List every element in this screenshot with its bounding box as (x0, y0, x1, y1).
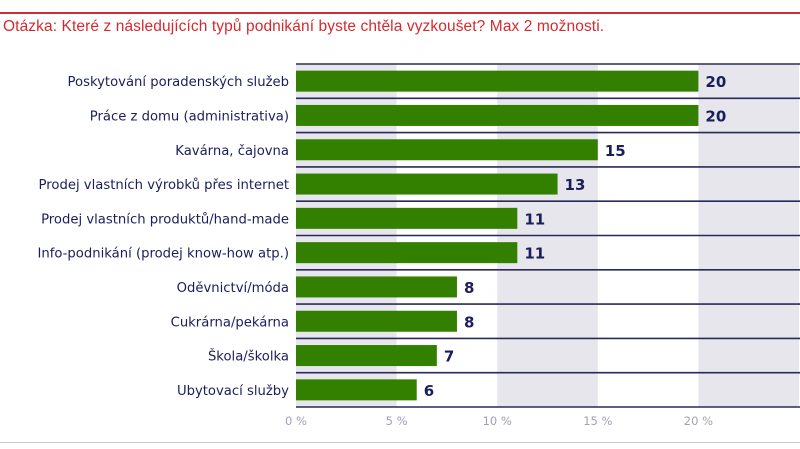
bar (296, 345, 437, 367)
bar (296, 139, 598, 161)
bar (296, 242, 518, 264)
data-label: 13 (565, 176, 586, 194)
footer-rule (0, 442, 800, 443)
data-label: 8 (464, 313, 474, 331)
x-tick-label: 0 % (285, 414, 307, 428)
data-label: 15 (605, 142, 626, 160)
category-label: Ubytovací služby (177, 383, 289, 399)
x-tick-label: 15 % (583, 414, 612, 428)
category-label: Info-podnikání (prodej know-how atp.) (37, 246, 289, 262)
category-label: Poskytování poradenských služeb (68, 74, 289, 90)
category-label: Cukrárna/pekárna (171, 314, 289, 330)
category-label: Práce z domu (administrativa) (90, 108, 289, 124)
category-label: Oděvnictví/móda (177, 280, 289, 296)
bar (296, 276, 457, 298)
bar (296, 379, 417, 401)
header-rule (0, 12, 800, 14)
data-label: 11 (524, 245, 545, 263)
data-label: 20 (705, 107, 726, 125)
category-label: Prodej vlastních produktů/hand-made (41, 211, 289, 227)
bar (296, 104, 699, 126)
bar (296, 310, 457, 332)
bar (296, 207, 518, 229)
category-label: Prodej vlastních výrobků přes internet (39, 177, 289, 193)
category-label: Škola/školka (208, 347, 289, 365)
data-label: 11 (524, 210, 545, 228)
x-tick-label: 20 % (684, 414, 713, 428)
bar (296, 70, 699, 92)
data-label: 20 (705, 73, 726, 91)
category-label: Kavárna, čajovna (175, 143, 289, 159)
x-tick-label: 5 % (386, 414, 408, 428)
x-tick-label: 10 % (483, 414, 512, 428)
data-label: 7 (444, 348, 454, 366)
chart-title: Otázka: Které z následujících typů podni… (3, 18, 605, 35)
data-label: 6 (424, 382, 434, 400)
data-label: 8 (464, 279, 474, 297)
bar (296, 173, 558, 195)
